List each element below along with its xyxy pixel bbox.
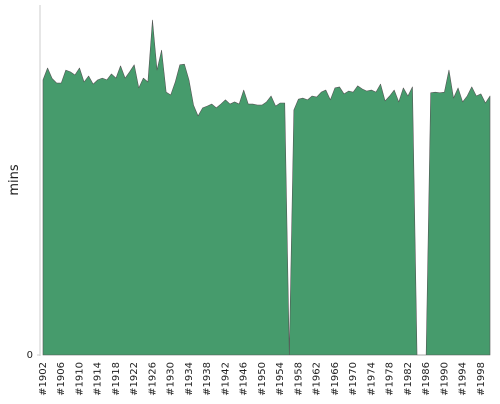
x-tick-label: #1938 (202, 362, 213, 396)
x-tick-label: #1914 (93, 362, 104, 396)
x-tick-label: #1986 (421, 362, 432, 396)
x-tick-label: #1918 (111, 362, 122, 396)
x-tick-label: #1970 (348, 362, 359, 396)
x-tick-label: #1966 (330, 362, 341, 396)
x-tick-label: #1946 (239, 362, 250, 396)
x-tick-label: #1910 (74, 362, 85, 396)
x-tick-label: #1942 (220, 362, 231, 396)
x-tick-label: #1922 (129, 362, 140, 396)
x-tick-label: #1930 (166, 362, 177, 396)
x-tick-label: #1934 (184, 362, 195, 396)
x-tick-label: #1962 (312, 362, 323, 396)
y-axis-label: mins (7, 164, 22, 196)
y-tick-label: 0 (27, 350, 33, 361)
x-tick-label: #1982 (403, 362, 414, 396)
x-tick-label: #1954 (275, 362, 286, 396)
x-tick-label: #1902 (38, 362, 49, 396)
x-tick-label: #1994 (458, 362, 469, 396)
x-tick-label: #1950 (257, 362, 268, 396)
x-tick-label: #1906 (56, 362, 67, 396)
x-tick-label: #1974 (366, 362, 377, 396)
x-tick-label: #1958 (293, 362, 304, 396)
x-tick-label: #1978 (385, 362, 396, 396)
area (42, 19, 491, 356)
x-tick-label: #1926 (147, 362, 158, 396)
x-tick-label: #1998 (476, 362, 487, 396)
x-tick-label: #1990 (439, 362, 450, 396)
